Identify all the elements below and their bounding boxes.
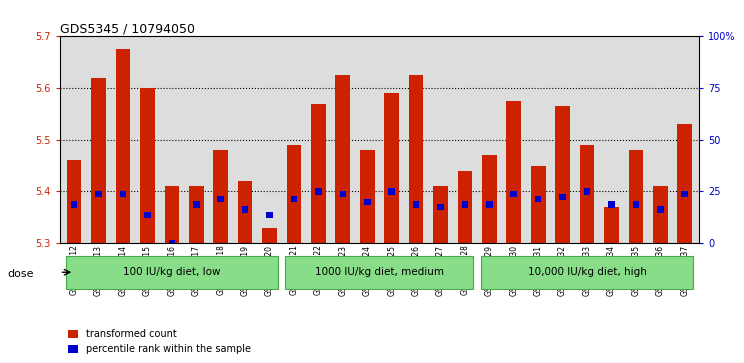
- Bar: [140, 88, 155, 243]
- Bar: [217, 196, 224, 202]
- Text: 10,000 IU/kg diet, high: 10,000 IU/kg diet, high: [527, 267, 647, 277]
- Bar: [388, 188, 395, 195]
- Bar: [408, 75, 423, 243]
- Bar: [580, 145, 594, 243]
- Bar: [266, 212, 273, 218]
- Bar: [92, 78, 106, 243]
- Bar: [461, 201, 468, 208]
- Bar: [385, 93, 399, 243]
- Text: dose: dose: [7, 269, 34, 279]
- Bar: [433, 186, 448, 243]
- Bar: [71, 201, 77, 208]
- Bar: [535, 196, 542, 202]
- Bar: [164, 186, 179, 243]
- Bar: [486, 201, 493, 208]
- Bar: [193, 201, 199, 208]
- Text: 100 IU/kg diet, low: 100 IU/kg diet, low: [123, 267, 221, 277]
- Bar: [632, 201, 639, 208]
- Text: 1000 IU/kg diet, medium: 1000 IU/kg diet, medium: [315, 267, 444, 277]
- Legend: transformed count, percentile rank within the sample: transformed count, percentile rank withi…: [65, 326, 254, 358]
- Bar: [315, 188, 321, 195]
- Bar: [336, 75, 350, 243]
- Bar: [115, 49, 130, 243]
- Bar: [682, 191, 688, 197]
- Bar: [95, 191, 102, 197]
- Bar: [657, 207, 664, 213]
- Bar: [339, 191, 346, 197]
- Bar: [555, 106, 570, 243]
- Text: GDS5345 / 10794050: GDS5345 / 10794050: [60, 22, 194, 35]
- Bar: [242, 207, 248, 213]
- Bar: [437, 204, 443, 210]
- Bar: [311, 103, 326, 243]
- Bar: [559, 193, 566, 200]
- Bar: [482, 155, 497, 243]
- Bar: [608, 201, 615, 208]
- Bar: [144, 212, 151, 218]
- Bar: [510, 191, 517, 197]
- Bar: [214, 150, 228, 243]
- Bar: [677, 124, 692, 243]
- Bar: [531, 166, 545, 243]
- Bar: [364, 199, 371, 205]
- Bar: [286, 145, 301, 243]
- Bar: [629, 150, 644, 243]
- Bar: [67, 160, 82, 243]
- Bar: [413, 201, 420, 208]
- Bar: [169, 240, 175, 246]
- Bar: [507, 101, 521, 243]
- Bar: [120, 191, 126, 197]
- Bar: [604, 207, 619, 243]
- Bar: [653, 186, 667, 243]
- Bar: [262, 228, 277, 243]
- Bar: [291, 196, 298, 202]
- FancyBboxPatch shape: [65, 256, 278, 289]
- Bar: [189, 186, 204, 243]
- FancyBboxPatch shape: [286, 256, 473, 289]
- Bar: [458, 171, 472, 243]
- Bar: [238, 181, 252, 243]
- Bar: [360, 150, 374, 243]
- Bar: [584, 188, 590, 195]
- FancyBboxPatch shape: [481, 256, 693, 289]
